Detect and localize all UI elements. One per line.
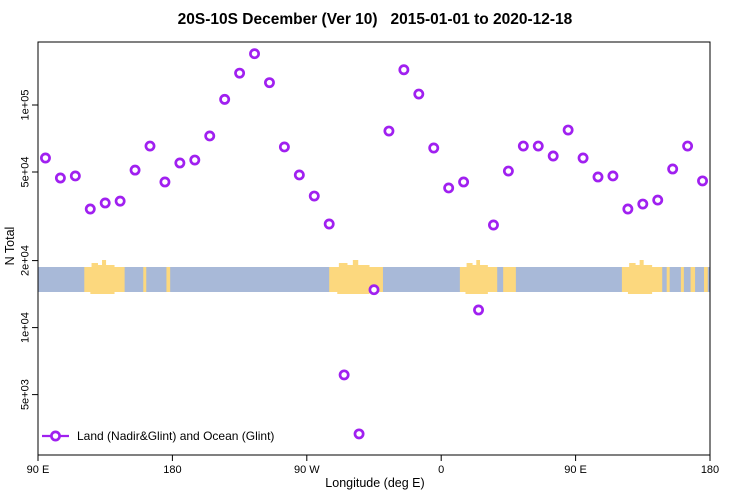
data-point (652, 194, 664, 206)
data-point (204, 130, 216, 142)
land-bump (345, 265, 370, 268)
land-bump (633, 265, 653, 268)
data-point (249, 48, 260, 60)
data-point (368, 284, 380, 296)
map-band-land (84, 267, 125, 292)
x-tick-label: 180 (701, 464, 719, 476)
map-band-land (704, 267, 708, 292)
data-point (473, 304, 484, 316)
data-point (502, 165, 514, 177)
map-band-land (166, 267, 171, 292)
x-tick-label: 90 E (564, 464, 587, 476)
data-point (308, 190, 320, 202)
data-point (637, 198, 649, 210)
data-point (488, 219, 499, 231)
x-tick-label: 90 W (294, 464, 320, 476)
data-point (682, 140, 694, 152)
land-bump (466, 263, 473, 268)
data-point (547, 150, 559, 162)
land-bump (338, 263, 348, 268)
land-bump (639, 260, 644, 268)
data-point (189, 154, 201, 166)
y-tick-label: 1e+05 (20, 90, 32, 121)
land-bump (476, 260, 481, 268)
data-point (69, 170, 81, 182)
data-point (667, 163, 679, 175)
y-tick-label: 5e+03 (20, 379, 32, 410)
data-point (607, 170, 619, 182)
legend-label: Land (Nadir&Glint) and Ocean (Glint) (77, 429, 274, 443)
data-point (114, 195, 126, 207)
data-point (383, 125, 395, 137)
data-point (562, 124, 574, 136)
data-point (338, 369, 350, 381)
data-point (398, 64, 410, 76)
y-tick-label: 2e+04 (20, 245, 32, 276)
land-bump (627, 291, 653, 294)
data-point (428, 142, 440, 154)
land-bump (337, 291, 370, 294)
map-band-land (621, 267, 663, 292)
data-point (293, 169, 305, 181)
x-axis-label: Longitude (deg E) (325, 476, 424, 490)
data-point (517, 140, 529, 152)
plot-frame (37, 41, 711, 456)
data-point (40, 152, 51, 164)
data-point (577, 152, 589, 164)
data-point (323, 218, 335, 230)
map-band-land (503, 267, 516, 292)
data-point (99, 197, 111, 209)
map-band-land (143, 267, 147, 292)
data-point (458, 176, 470, 188)
y-axis-label: N Total (3, 227, 17, 266)
data-point (219, 93, 231, 105)
data-point (54, 172, 66, 184)
x-tick-label: 0 (438, 464, 444, 476)
x-tick-label: 180 (163, 464, 181, 476)
data-point (234, 67, 246, 79)
land-bump (90, 291, 115, 294)
y-tick-label: 1e+04 (20, 312, 32, 343)
data-point (532, 140, 544, 152)
land-bump (465, 291, 488, 294)
data-point (159, 176, 171, 188)
data-point (413, 88, 425, 100)
y-tick-label: 5e+04 (20, 157, 32, 188)
data-point (144, 140, 156, 152)
data-point (264, 77, 275, 89)
data-point (353, 428, 365, 440)
data-point (84, 203, 96, 215)
data-point (592, 171, 604, 183)
land-bump (352, 260, 359, 268)
data-point (443, 182, 455, 194)
data-point (278, 141, 290, 153)
chart-title: 20S-10S December (Ver 10) 2015-01-01 to … (177, 11, 573, 28)
map-band-land (666, 267, 670, 292)
land-bump (629, 263, 636, 268)
data-point (697, 175, 708, 187)
land-bump (91, 263, 99, 268)
map-band-land (680, 267, 684, 292)
legend-marker-icon (50, 430, 61, 442)
x-tick-label: 90 E (27, 464, 50, 476)
data-point (174, 157, 186, 169)
data-point (622, 203, 634, 215)
land-bump (102, 260, 107, 268)
map-band-land (459, 267, 498, 292)
land-bump (96, 265, 115, 268)
land-bump (471, 265, 488, 268)
map-band-land (690, 267, 696, 292)
data-point (129, 164, 141, 176)
